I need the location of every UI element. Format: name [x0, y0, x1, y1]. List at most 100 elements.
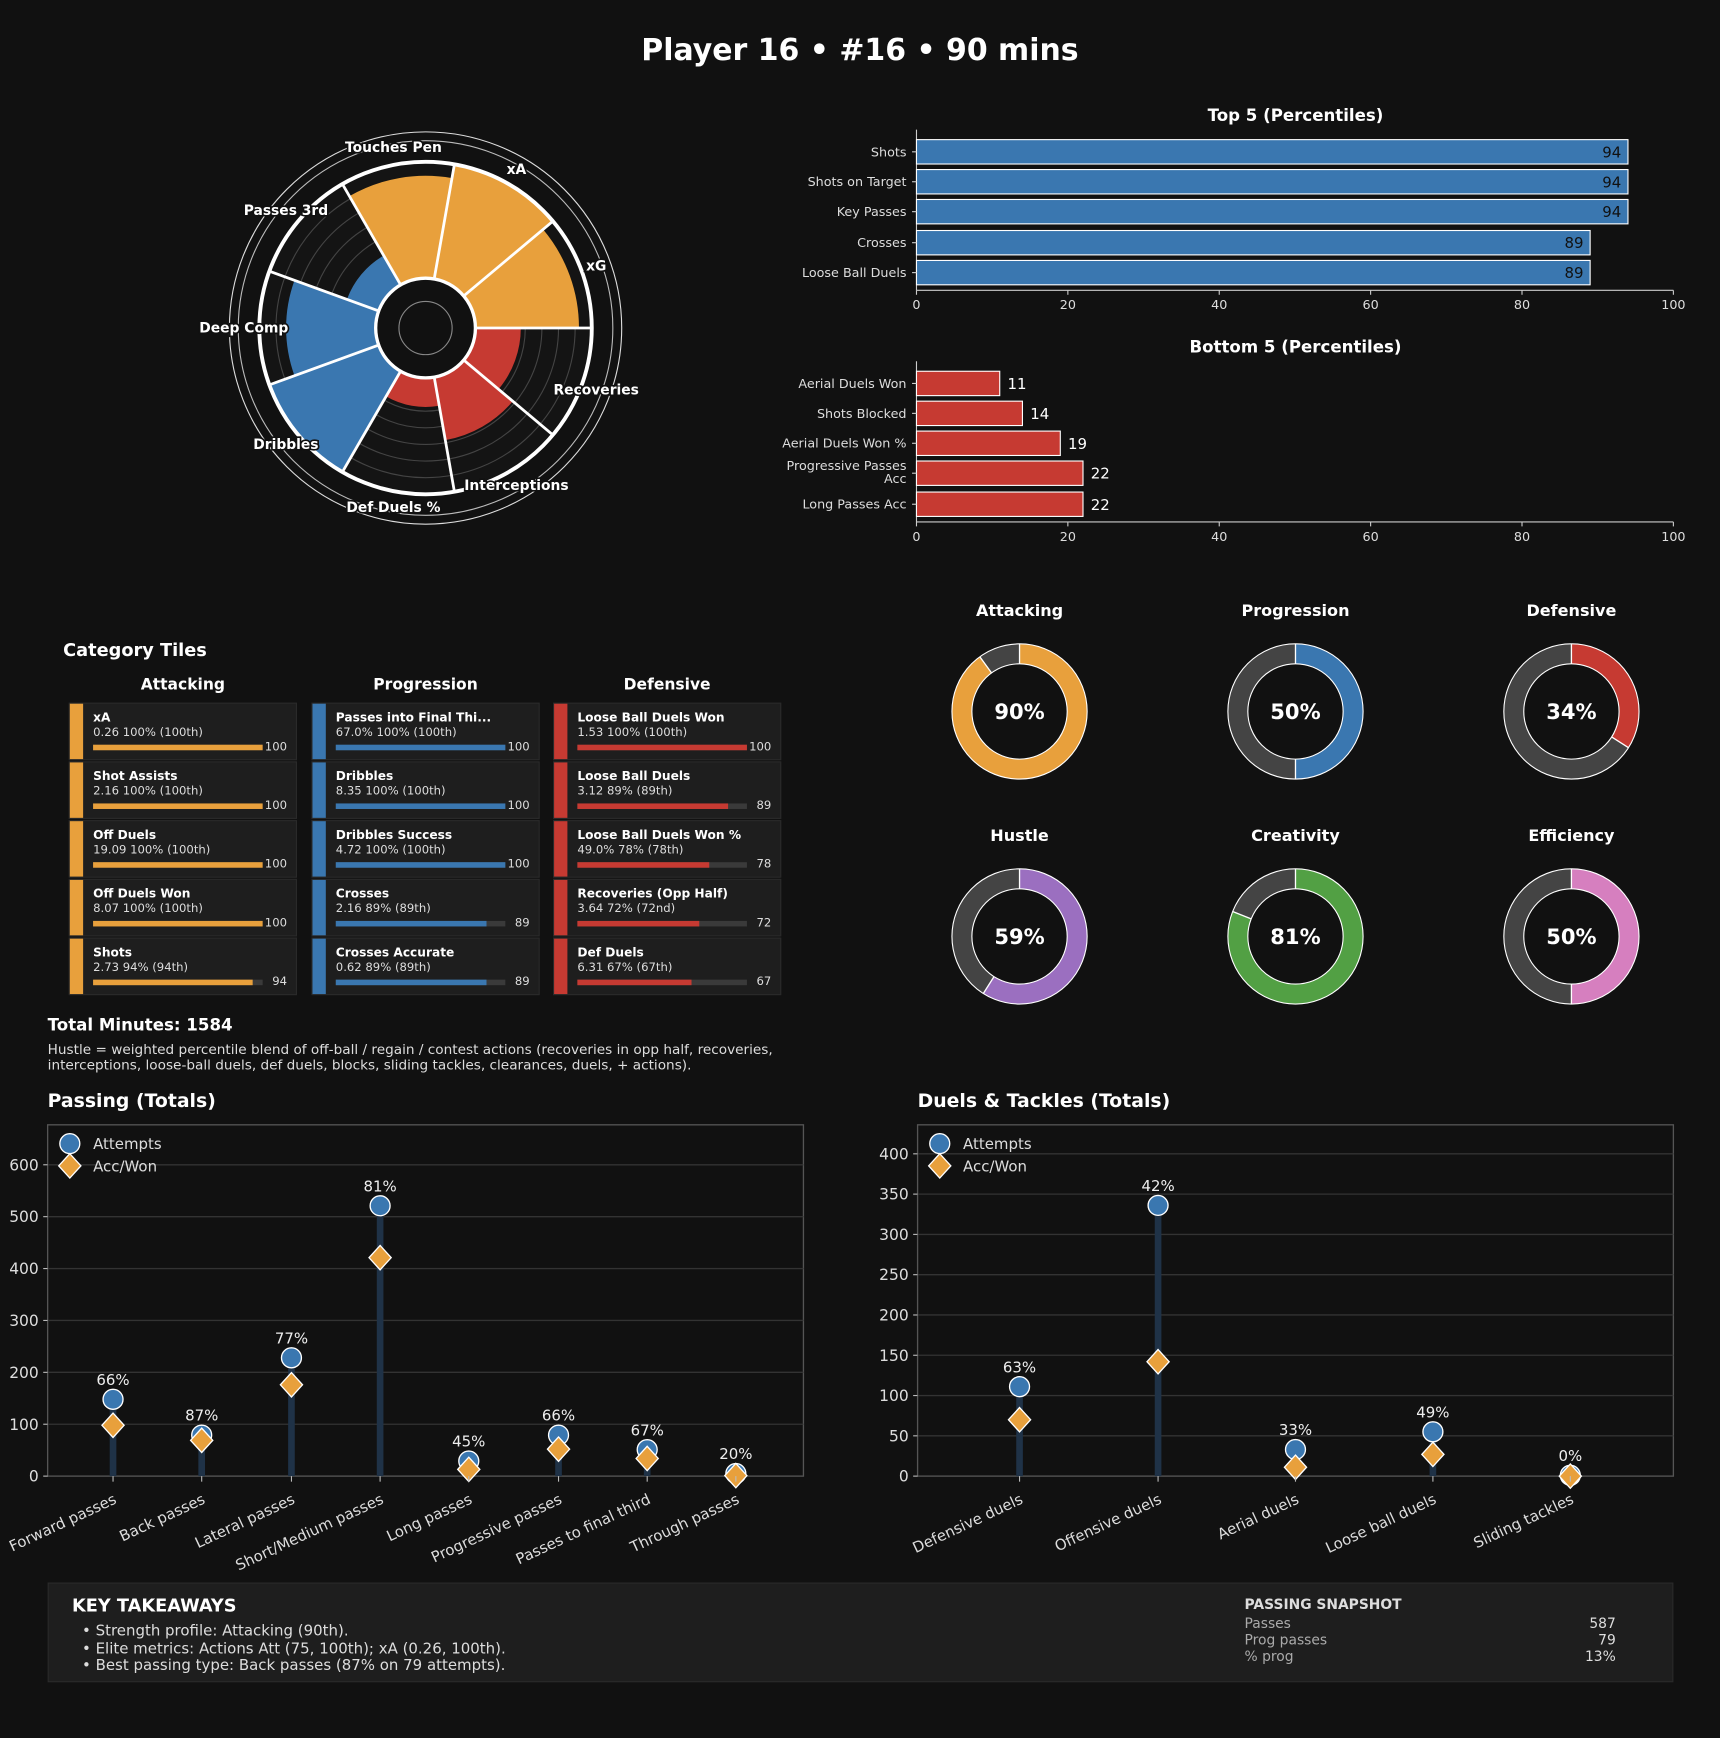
snapshot-value: 587	[1589, 1614, 1616, 1632]
tile-progress-track	[93, 862, 263, 868]
y-tick-label: 600	[9, 1156, 39, 1174]
bar-value-label: 94	[1602, 143, 1621, 161]
y-tick-label: Shots Blocked	[817, 407, 907, 422]
key-takeaways-panel: KEY TAKEAWAYS • Strength profile: Attack…	[47, 1582, 1674, 1683]
acc-won-marker	[1146, 1348, 1171, 1375]
donut-value: 34%	[1546, 699, 1596, 724]
bar	[915, 139, 1629, 165]
bar	[915, 491, 1084, 517]
y-tick-label: 100	[879, 1387, 909, 1405]
tile-color-stripe	[554, 762, 568, 818]
percentage-label: 77%	[275, 1329, 308, 1347]
bar	[915, 259, 1591, 286]
bar-value-label: 11	[1007, 375, 1026, 393]
donut-title: Creativity	[1251, 826, 1340, 845]
percentage-label: 42%	[1141, 1177, 1174, 1195]
category-tile: Recoveries (Opp Half) 3.64 72% (72nd) 72	[552, 878, 782, 937]
tile-percentile: 100	[507, 857, 530, 872]
takeaway-bullet: • Elite metrics: Actions Att (75, 100th)…	[82, 1640, 506, 1658]
x-tick-label: 100	[1661, 530, 1685, 545]
passing-title: Passing (Totals)	[48, 1091, 216, 1112]
y-tick-label: 100	[9, 1416, 39, 1434]
tile-percentile: 100	[507, 799, 530, 813]
hustle-line-2: interceptions, loose-ball duels, def due…	[47, 1057, 692, 1073]
category-tile: Loose Ball Duels Won 1.53 100% (100th) 100	[552, 702, 782, 761]
snapshot-label: Prog passes	[1244, 1631, 1328, 1648]
tile-color-stripe	[69, 879, 84, 936]
attempts-marker	[280, 1347, 303, 1369]
category-tile: Passes into Final Thi... 67.0% 100% (100t…	[311, 702, 540, 761]
donut-divider	[979, 656, 993, 674]
tile-color-stripe	[312, 762, 326, 818]
acc-won-marker	[101, 1412, 126, 1439]
donut-value: 59%	[994, 924, 1044, 949]
y-tick-label: 400	[879, 1145, 909, 1163]
tile-metric-value: 8.07 100% (100th)	[93, 902, 203, 916]
takeaway-bullet: • Best passing type: Back passes (87% on…	[82, 1656, 506, 1675]
y-tick-label: Aerial Duels Won	[798, 377, 906, 392]
x-tick-label: Short/Medium passes	[233, 1490, 387, 1574]
tile-column-header: Progression	[373, 676, 478, 694]
pizza-divider	[462, 359, 554, 436]
tile-metric-name: Off Duels	[93, 827, 157, 843]
pizza-chart: xG xA Touches Pen Passes 3rd Deep Comp Dribbl…	[198, 131, 641, 525]
tile-metric-value: 0.26 100% (100th)	[93, 725, 203, 740]
x-tick-label: 60	[1363, 298, 1379, 313]
category-tile: xA 0.26 100% (100th) 100	[68, 702, 297, 761]
takeaway-bullet: • Strength profile: Attacking (90th).	[82, 1622, 349, 1641]
pizza-slice-touches-pen	[349, 175, 452, 285]
page-title: Player 16 • #16 • 90 mins	[641, 33, 1079, 68]
donut-creativity: Creativity 81%	[1227, 826, 1364, 1005]
tile-progress-track	[93, 979, 263, 986]
legend-attempts-label: Attempts	[963, 1135, 1032, 1153]
snapshot-label: % prog	[1244, 1647, 1294, 1665]
category-tile: Def Duels 6.31 67% (67th) 67	[552, 937, 782, 996]
tile-metric-value: 3.12 89% (89th)	[577, 784, 673, 798]
pizza-slice-dribbles	[269, 345, 401, 472]
x-tick-label: 0	[912, 530, 920, 545]
tile-color-stripe	[312, 703, 326, 760]
pizza-slice-xa	[434, 164, 553, 296]
y-tick-label: 150	[879, 1347, 909, 1365]
bottom5-title: Bottom 5 (Percentiles)	[1189, 337, 1401, 356]
tile-progress-track	[577, 979, 747, 986]
category-tile: Loose Ball Duels Won % 49.0% 78% (78th) 78	[552, 820, 782, 878]
x-tick-label: Sliding tackles	[1471, 1490, 1577, 1552]
y-tick-label: 0	[29, 1468, 39, 1486]
x-tick-label: Forward passes	[6, 1490, 119, 1555]
category-tile: Dribbles Success 4.72 100% (100th) 100	[311, 820, 540, 878]
tile-progress-fill	[577, 862, 710, 868]
tile-percentile: 78	[756, 857, 772, 872]
tile-color-stripe	[69, 821, 84, 877]
acc-won-marker	[546, 1435, 571, 1463]
tile-progress-fill	[577, 744, 747, 751]
tile-metric-value: 19.09 100% (100th)	[93, 843, 211, 857]
tile-metric-name: Shot Assists	[93, 769, 178, 784]
tile-progress-fill	[577, 920, 700, 927]
y-tick-label: Crosses	[857, 236, 907, 251]
tile-progress-fill	[93, 920, 263, 927]
acc-won-marker	[189, 1427, 214, 1454]
legend-acc-won-label: Acc/Won	[963, 1157, 1027, 1175]
tile-progress-track	[93, 920, 263, 927]
legend-acc-won-label: Acc/Won	[93, 1157, 157, 1175]
y-tick-label: 500	[9, 1208, 39, 1226]
tile-metric-value: 3.64 72% (72nd)	[577, 902, 676, 916]
acc-won-marker	[368, 1244, 393, 1271]
tile-metric-name: Off Duels Won	[93, 886, 191, 901]
tile-color-stripe	[312, 938, 326, 995]
tile-progress-fill	[335, 803, 506, 809]
tile-metric-value: 2.16 89% (89th)	[335, 902, 431, 916]
tile-metric-name: Loose Ball Duels	[577, 769, 691, 784]
x-tick-label: 60	[1363, 530, 1379, 545]
x-tick-label: 40	[1211, 298, 1227, 313]
legend-acc-won-icon	[57, 1152, 82, 1180]
y-tick-label: Acc	[884, 472, 907, 487]
acc-won-marker	[1420, 1441, 1445, 1468]
top5-chart: Top 5 (Percentiles) 0 20 40 60 80 100 94 Shots 94…	[802, 106, 1686, 313]
tile-metric-name: Crosses	[335, 886, 390, 901]
tile-percentile: 94	[272, 975, 288, 989]
x-tick-label: 20	[1060, 298, 1076, 313]
pizza-divider	[432, 164, 456, 280]
